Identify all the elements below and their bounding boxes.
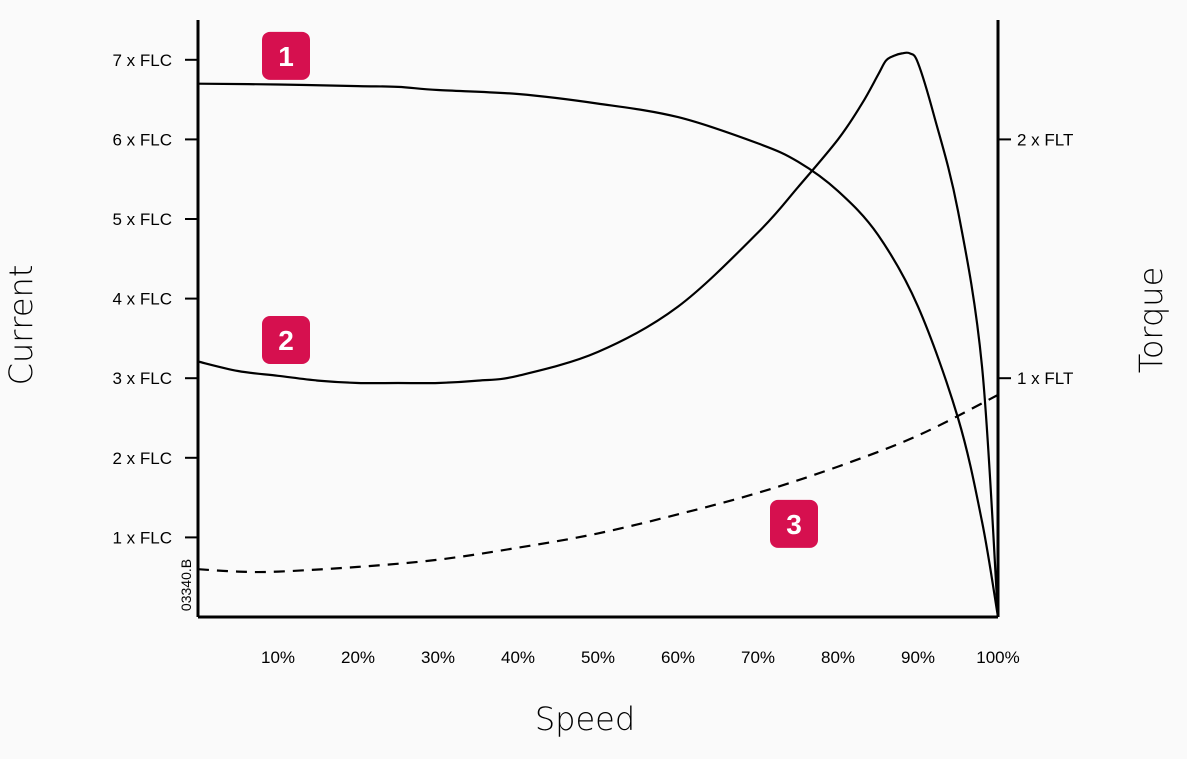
curve-markers: 1 2 3 — [262, 31, 818, 548]
x-tick-label: 100% — [976, 648, 1019, 667]
x-tick-label: 10% — [261, 648, 295, 667]
curve-2-line — [197, 51, 1000, 618]
x-tick-label: 20% — [341, 648, 375, 667]
y-left-tick-label: 7 x FLC — [112, 51, 172, 70]
x-tick-label: 70% — [741, 648, 775, 667]
marker-label: 2 — [278, 325, 294, 356]
y-axis-left-title: Current — [2, 265, 40, 386]
marker-3: 3 — [770, 499, 818, 548]
y-left-tick-label: 1 x FLC — [112, 528, 172, 547]
x-tick-label: 40% — [501, 648, 535, 667]
marker-2: 2 — [262, 315, 310, 364]
curves — [197, 51, 1000, 618]
y-left-tick-label: 2 x FLC — [112, 449, 172, 468]
y-axis-right-title: Torque — [1132, 267, 1170, 374]
axes — [196, 20, 1000, 619]
x-tick-label: 30% — [421, 648, 455, 667]
x-axis-title: Speed — [535, 700, 635, 738]
y-left-tick-label: 4 x FLC — [112, 290, 172, 309]
figure-id: 03340.B — [178, 559, 194, 611]
marker-1: 1 — [262, 31, 310, 80]
marker-badge — [262, 31, 310, 80]
tick-labels: 1 x FLC 2 x FLC 3 x FLC 4 x FLC 5 x FLC 6 x F… — [112, 51, 1073, 667]
x-tick-label: 80% — [821, 648, 855, 667]
marker-label: 1 — [278, 41, 294, 72]
y-right-tick-label: 2 x FLT — [1017, 130, 1073, 149]
y-left-tick-label: 6 x FLC — [112, 130, 172, 149]
x-tick-label: 60% — [661, 648, 695, 667]
marker-badge — [770, 499, 818, 548]
marker-label: 3 — [786, 509, 802, 540]
x-tick-label: 50% — [581, 648, 615, 667]
curve-1-line — [197, 82, 1000, 618]
y-left-tick-label: 5 x FLC — [112, 210, 172, 229]
x-tick-label: 90% — [901, 648, 935, 667]
y-right-tick-label: 1 x FLT — [1017, 369, 1073, 388]
marker-badge — [262, 315, 310, 364]
curve-3-line — [197, 393, 999, 574]
y-left-tick-label: 3 x FLC — [112, 369, 172, 388]
